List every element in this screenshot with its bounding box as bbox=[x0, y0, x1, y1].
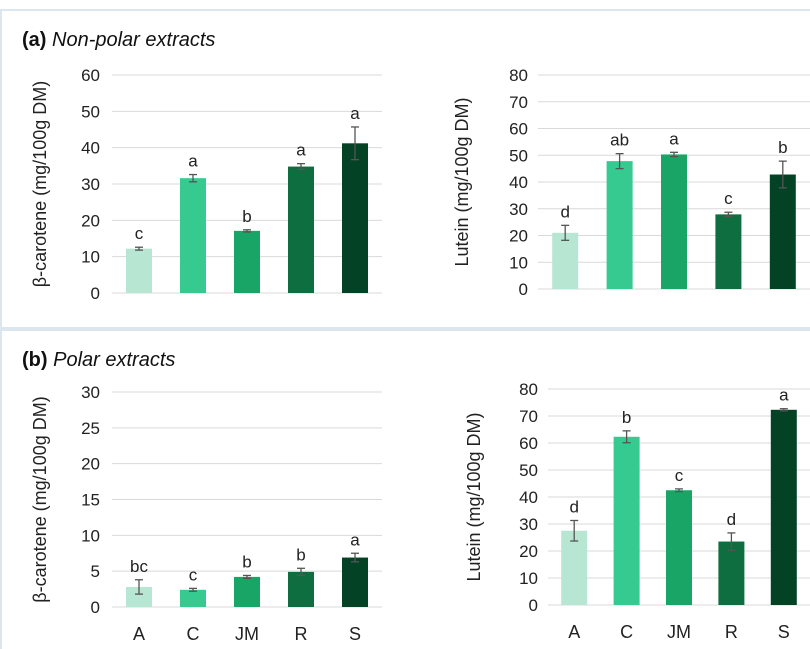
a-beta-bar bbox=[234, 230, 260, 293]
b-lutein-bar bbox=[770, 409, 797, 605]
panel-a-title: (a) Non-polar extracts bbox=[22, 29, 215, 52]
b-lutein-ytick-label: 70 bbox=[519, 407, 538, 426]
b-beta-significance-letter: b bbox=[296, 545, 305, 564]
b-lutein-significance-letter: d bbox=[727, 510, 736, 529]
a-beta-significance-letter: a bbox=[188, 152, 198, 171]
b-lutein-ytick-label: 60 bbox=[519, 434, 538, 453]
a-lutein-ytick-label: 80 bbox=[509, 66, 528, 85]
a-lutein-significance-letter: a bbox=[669, 129, 679, 148]
b-lutein-bar bbox=[666, 490, 692, 605]
a-beta-ytick-label: 20 bbox=[81, 211, 100, 230]
b-beta-significance-letter: b bbox=[242, 552, 251, 571]
b-beta-bar bbox=[234, 576, 260, 607]
b-beta-ytick-label: 25 bbox=[81, 419, 100, 438]
b-lutein-ytick-label: 30 bbox=[519, 515, 538, 534]
panel-b-label: (b) bbox=[22, 349, 48, 371]
a-beta-significance-letter: b bbox=[242, 207, 251, 226]
b-beta-ytick-label: 20 bbox=[81, 455, 100, 474]
b-lutein-bar bbox=[561, 530, 588, 605]
b-lutein-ytick-label: 40 bbox=[519, 488, 538, 507]
a-lutein-ytick-label: 50 bbox=[509, 146, 528, 165]
b-beta-xtick-label: C bbox=[187, 624, 200, 644]
b-lutein-ytick-label: 50 bbox=[519, 461, 538, 480]
a-beta-significance-letter: a bbox=[296, 141, 306, 160]
a-lutein-bar bbox=[715, 214, 742, 289]
panel-a-caption: Non-polar extracts bbox=[52, 29, 216, 51]
a-beta-ytick-label: 30 bbox=[81, 175, 100, 194]
panel-b-caption: Polar extracts bbox=[53, 349, 176, 371]
b-beta-bar bbox=[126, 586, 152, 607]
b-lutein-bar bbox=[613, 436, 640, 605]
a-beta-ytick-label: 0 bbox=[91, 284, 100, 303]
b-lutein-ytick-label: 10 bbox=[519, 569, 538, 588]
b-lutein-significance-letter: a bbox=[779, 386, 789, 405]
b-beta-significance-letter: bc bbox=[130, 557, 148, 576]
b-beta-ytick-label: 15 bbox=[81, 491, 100, 510]
a-beta-ytick-label: 60 bbox=[81, 66, 100, 85]
a-beta-bar bbox=[342, 143, 368, 293]
b-beta-significance-letter: c bbox=[189, 565, 198, 584]
b-beta-bar bbox=[288, 571, 314, 607]
b-beta-ylabel: β-carotene (mg/100g DM) bbox=[30, 396, 50, 602]
b-lutein-xtick-label: C bbox=[620, 622, 633, 642]
a-lutein-ytick-label: 10 bbox=[509, 253, 528, 272]
b-beta-bar bbox=[342, 557, 368, 607]
a-lutein-bar bbox=[606, 161, 633, 289]
b-beta-xtick-label: A bbox=[133, 624, 145, 644]
a-beta-bar bbox=[126, 248, 152, 293]
b-lutein-xtick-label: S bbox=[778, 622, 790, 642]
b-beta-ytick-label: 5 bbox=[91, 562, 100, 581]
b-lutein-xtick-label: R bbox=[725, 622, 738, 642]
b-beta-ytick-label: 10 bbox=[81, 526, 100, 545]
a-beta-ylabel: β-carotene (mg/100g DM) bbox=[30, 81, 50, 287]
b-beta-xtick-label: JM bbox=[235, 624, 259, 644]
a-lutein-significance-letter: b bbox=[778, 138, 787, 157]
b-beta-ytick-label: 0 bbox=[91, 598, 100, 617]
b-lutein-ytick-label: 20 bbox=[519, 542, 538, 561]
b-lutein-xtick-label: A bbox=[568, 622, 580, 642]
a-lutein-bar bbox=[552, 232, 579, 289]
a-beta-significance-letter: c bbox=[135, 224, 144, 243]
b-lutein-ytick-label: 80 bbox=[519, 380, 538, 399]
b-beta-bar bbox=[180, 589, 206, 607]
b-lutein-bar bbox=[718, 541, 745, 605]
a-lutein-bar bbox=[661, 154, 687, 289]
b-beta-xtick-label: S bbox=[349, 624, 361, 644]
a-beta-bar bbox=[288, 166, 314, 293]
b-lutein-significance-letter: d bbox=[569, 497, 578, 516]
a-lutein-ytick-label: 70 bbox=[509, 93, 528, 112]
panel-b-title: (b) Polar extracts bbox=[22, 349, 175, 372]
a-lutein-significance-letter: ab bbox=[610, 131, 629, 150]
a-lutein-bar bbox=[769, 174, 796, 289]
a-beta-ytick-label: 40 bbox=[81, 139, 100, 158]
a-beta-ytick-label: 50 bbox=[81, 102, 100, 121]
a-lutein-ylabel: Lutein (mg/100g DM) bbox=[452, 97, 472, 266]
a-beta-ytick-label: 10 bbox=[81, 248, 100, 267]
b-lutein-significance-letter: b bbox=[622, 408, 631, 427]
b-beta-xtick-label: R bbox=[295, 624, 308, 644]
a-lutein-significance-letter: d bbox=[560, 202, 569, 221]
b-lutein-ytick-label: 0 bbox=[529, 596, 538, 615]
b-lutein-ylabel: Lutein (mg/100g DM) bbox=[464, 412, 484, 581]
b-beta-significance-letter: a bbox=[350, 530, 360, 549]
b-lutein-significance-letter: c bbox=[675, 466, 684, 485]
a-lutein-ytick-label: 20 bbox=[509, 227, 528, 246]
a-beta-bar bbox=[180, 178, 206, 293]
a-lutein-significance-letter: c bbox=[724, 189, 733, 208]
a-beta-significance-letter: a bbox=[350, 104, 360, 123]
b-lutein-xtick-label: JM bbox=[667, 622, 691, 642]
b-beta-ytick-label: 30 bbox=[81, 383, 100, 402]
a-lutein-ytick-label: 40 bbox=[509, 173, 528, 192]
panel-a-label: (a) bbox=[22, 29, 47, 51]
a-lutein-ytick-label: 0 bbox=[519, 280, 528, 299]
a-lutein-ytick-label: 60 bbox=[509, 120, 528, 139]
a-lutein-ytick-label: 30 bbox=[509, 200, 528, 219]
